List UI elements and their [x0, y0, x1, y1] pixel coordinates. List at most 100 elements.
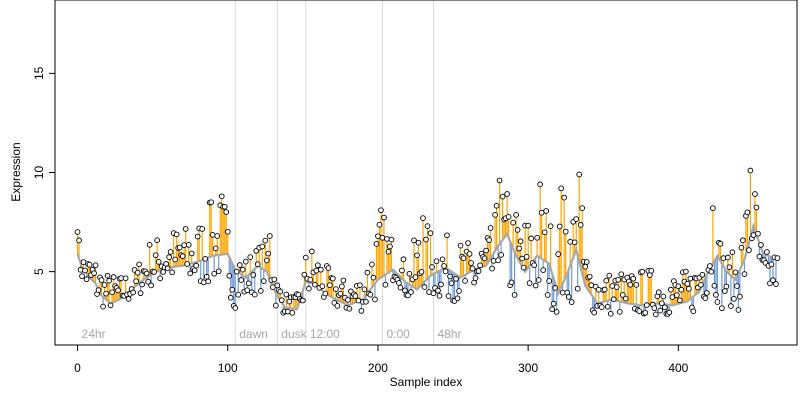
data-point: [729, 249, 736, 256]
data-point: [683, 268, 689, 275]
data-point: [552, 285, 559, 291]
data-point: [200, 279, 207, 286]
data-point: [429, 264, 435, 270]
section-labels: 24hr dawn dusk 12:00 0:00 48hr: [82, 327, 462, 341]
data-point: [442, 268, 449, 275]
data-point: [710, 205, 716, 212]
data-point: [714, 299, 721, 305]
data-point: [176, 244, 183, 251]
data-point: [327, 282, 333, 288]
data-point: [707, 263, 713, 269]
data-point: [378, 207, 384, 214]
data-point: [399, 267, 405, 274]
data-point: [481, 255, 488, 262]
data-point: [643, 302, 650, 308]
data-point: [719, 305, 725, 312]
data-point: [339, 283, 345, 290]
data-point: [740, 237, 746, 244]
data-point: [531, 262, 537, 269]
data-point: [372, 296, 378, 303]
data-point: [199, 226, 206, 232]
data-point: [229, 286, 236, 293]
data-point: [577, 222, 584, 228]
data-point: [630, 275, 637, 282]
y-tick-label: 10: [32, 166, 46, 180]
x-tick-label: 200: [368, 361, 388, 375]
data-point: [91, 270, 97, 277]
data-point: [193, 262, 200, 269]
data-point: [435, 287, 441, 294]
data-point: [532, 282, 539, 289]
data-point: [774, 255, 781, 261]
data-point: [543, 208, 550, 214]
data-point: [477, 262, 483, 269]
data-point: [619, 292, 626, 298]
data-point: [722, 288, 728, 294]
data-point: [582, 263, 589, 270]
data-point: [609, 283, 616, 289]
data-point: [573, 216, 580, 222]
data-point: [271, 276, 278, 283]
data-point: [139, 281, 145, 288]
data-point: [179, 253, 186, 260]
data-point: [361, 286, 368, 293]
data-point: [167, 249, 174, 255]
data-point: [666, 309, 673, 316]
data-point: [95, 287, 102, 293]
data-point: [262, 237, 269, 244]
data-point: [734, 283, 740, 289]
data-point: [337, 290, 344, 297]
data-point: [493, 202, 500, 209]
data-point: [155, 258, 162, 265]
data-point: [86, 261, 93, 268]
data-point: [642, 309, 649, 316]
data-point: [254, 261, 261, 268]
data-point: [657, 307, 664, 314]
data-point: [214, 233, 221, 239]
data-point: [305, 285, 312, 292]
data-point: [553, 309, 560, 315]
data-point: [173, 231, 180, 238]
data-point: [460, 255, 467, 262]
data-point: [188, 250, 195, 257]
data-point: [400, 256, 407, 263]
data-point: [79, 273, 85, 280]
data-point: [544, 292, 551, 298]
data-point: [212, 245, 219, 252]
data-point: [441, 263, 447, 269]
data-point: [245, 280, 252, 287]
data-point: [367, 291, 374, 298]
data-point: [330, 275, 336, 282]
data-point: [363, 298, 369, 305]
x-axis-title: Sample index: [390, 375, 463, 389]
data-point: [764, 249, 770, 255]
data-point: [345, 297, 351, 303]
data-point: [266, 233, 273, 239]
data-point: [122, 275, 129, 282]
data-point: [358, 308, 365, 314]
data-point: [468, 260, 474, 266]
data-point: [595, 286, 602, 293]
data-point: [550, 300, 557, 307]
data-point: [498, 251, 504, 258]
data-point: [373, 241, 380, 247]
y-tick-label: 15: [32, 66, 46, 80]
data-point: [610, 296, 617, 303]
data-point: [307, 276, 314, 283]
data-point: [325, 265, 332, 271]
data-point: [525, 222, 531, 229]
data-point: [223, 209, 230, 215]
data-point: [284, 308, 291, 315]
data-point: [172, 256, 179, 263]
data-point: [308, 248, 315, 255]
data-point: [444, 232, 450, 239]
data-point: [277, 288, 284, 295]
data-point: [238, 277, 245, 283]
data-point: [205, 278, 212, 285]
data-point: [723, 283, 730, 290]
data-point: [388, 236, 395, 243]
data-point: [427, 230, 434, 237]
data-point: [396, 280, 402, 286]
data-point: [511, 292, 518, 298]
